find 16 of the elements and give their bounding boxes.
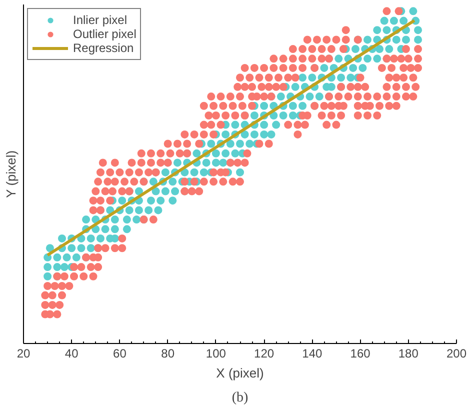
x-tick-label: 40 bbox=[64, 346, 79, 360]
legend-label: Regression bbox=[73, 41, 134, 55]
x-tick-label: 160 bbox=[350, 346, 371, 360]
text: (b) bbox=[232, 390, 248, 406]
x-tick-label: 20 bbox=[16, 346, 30, 360]
x-tick-label: 100 bbox=[206, 346, 226, 360]
x-tick-label: 120 bbox=[254, 346, 274, 360]
y-axis-title: Y (pixel) bbox=[4, 150, 18, 198]
legend-label: Outlier pixel bbox=[73, 27, 136, 41]
x-axis-title: X (pixel) bbox=[216, 366, 264, 380]
x-tick-label: 140 bbox=[302, 346, 323, 360]
legend-label: Inlier pixel bbox=[73, 13, 128, 27]
x-tick-label: 60 bbox=[113, 346, 127, 360]
x-tick-label: 200 bbox=[446, 346, 467, 360]
x-tick-label: 80 bbox=[161, 346, 175, 360]
x-tick-label: 180 bbox=[398, 346, 419, 360]
